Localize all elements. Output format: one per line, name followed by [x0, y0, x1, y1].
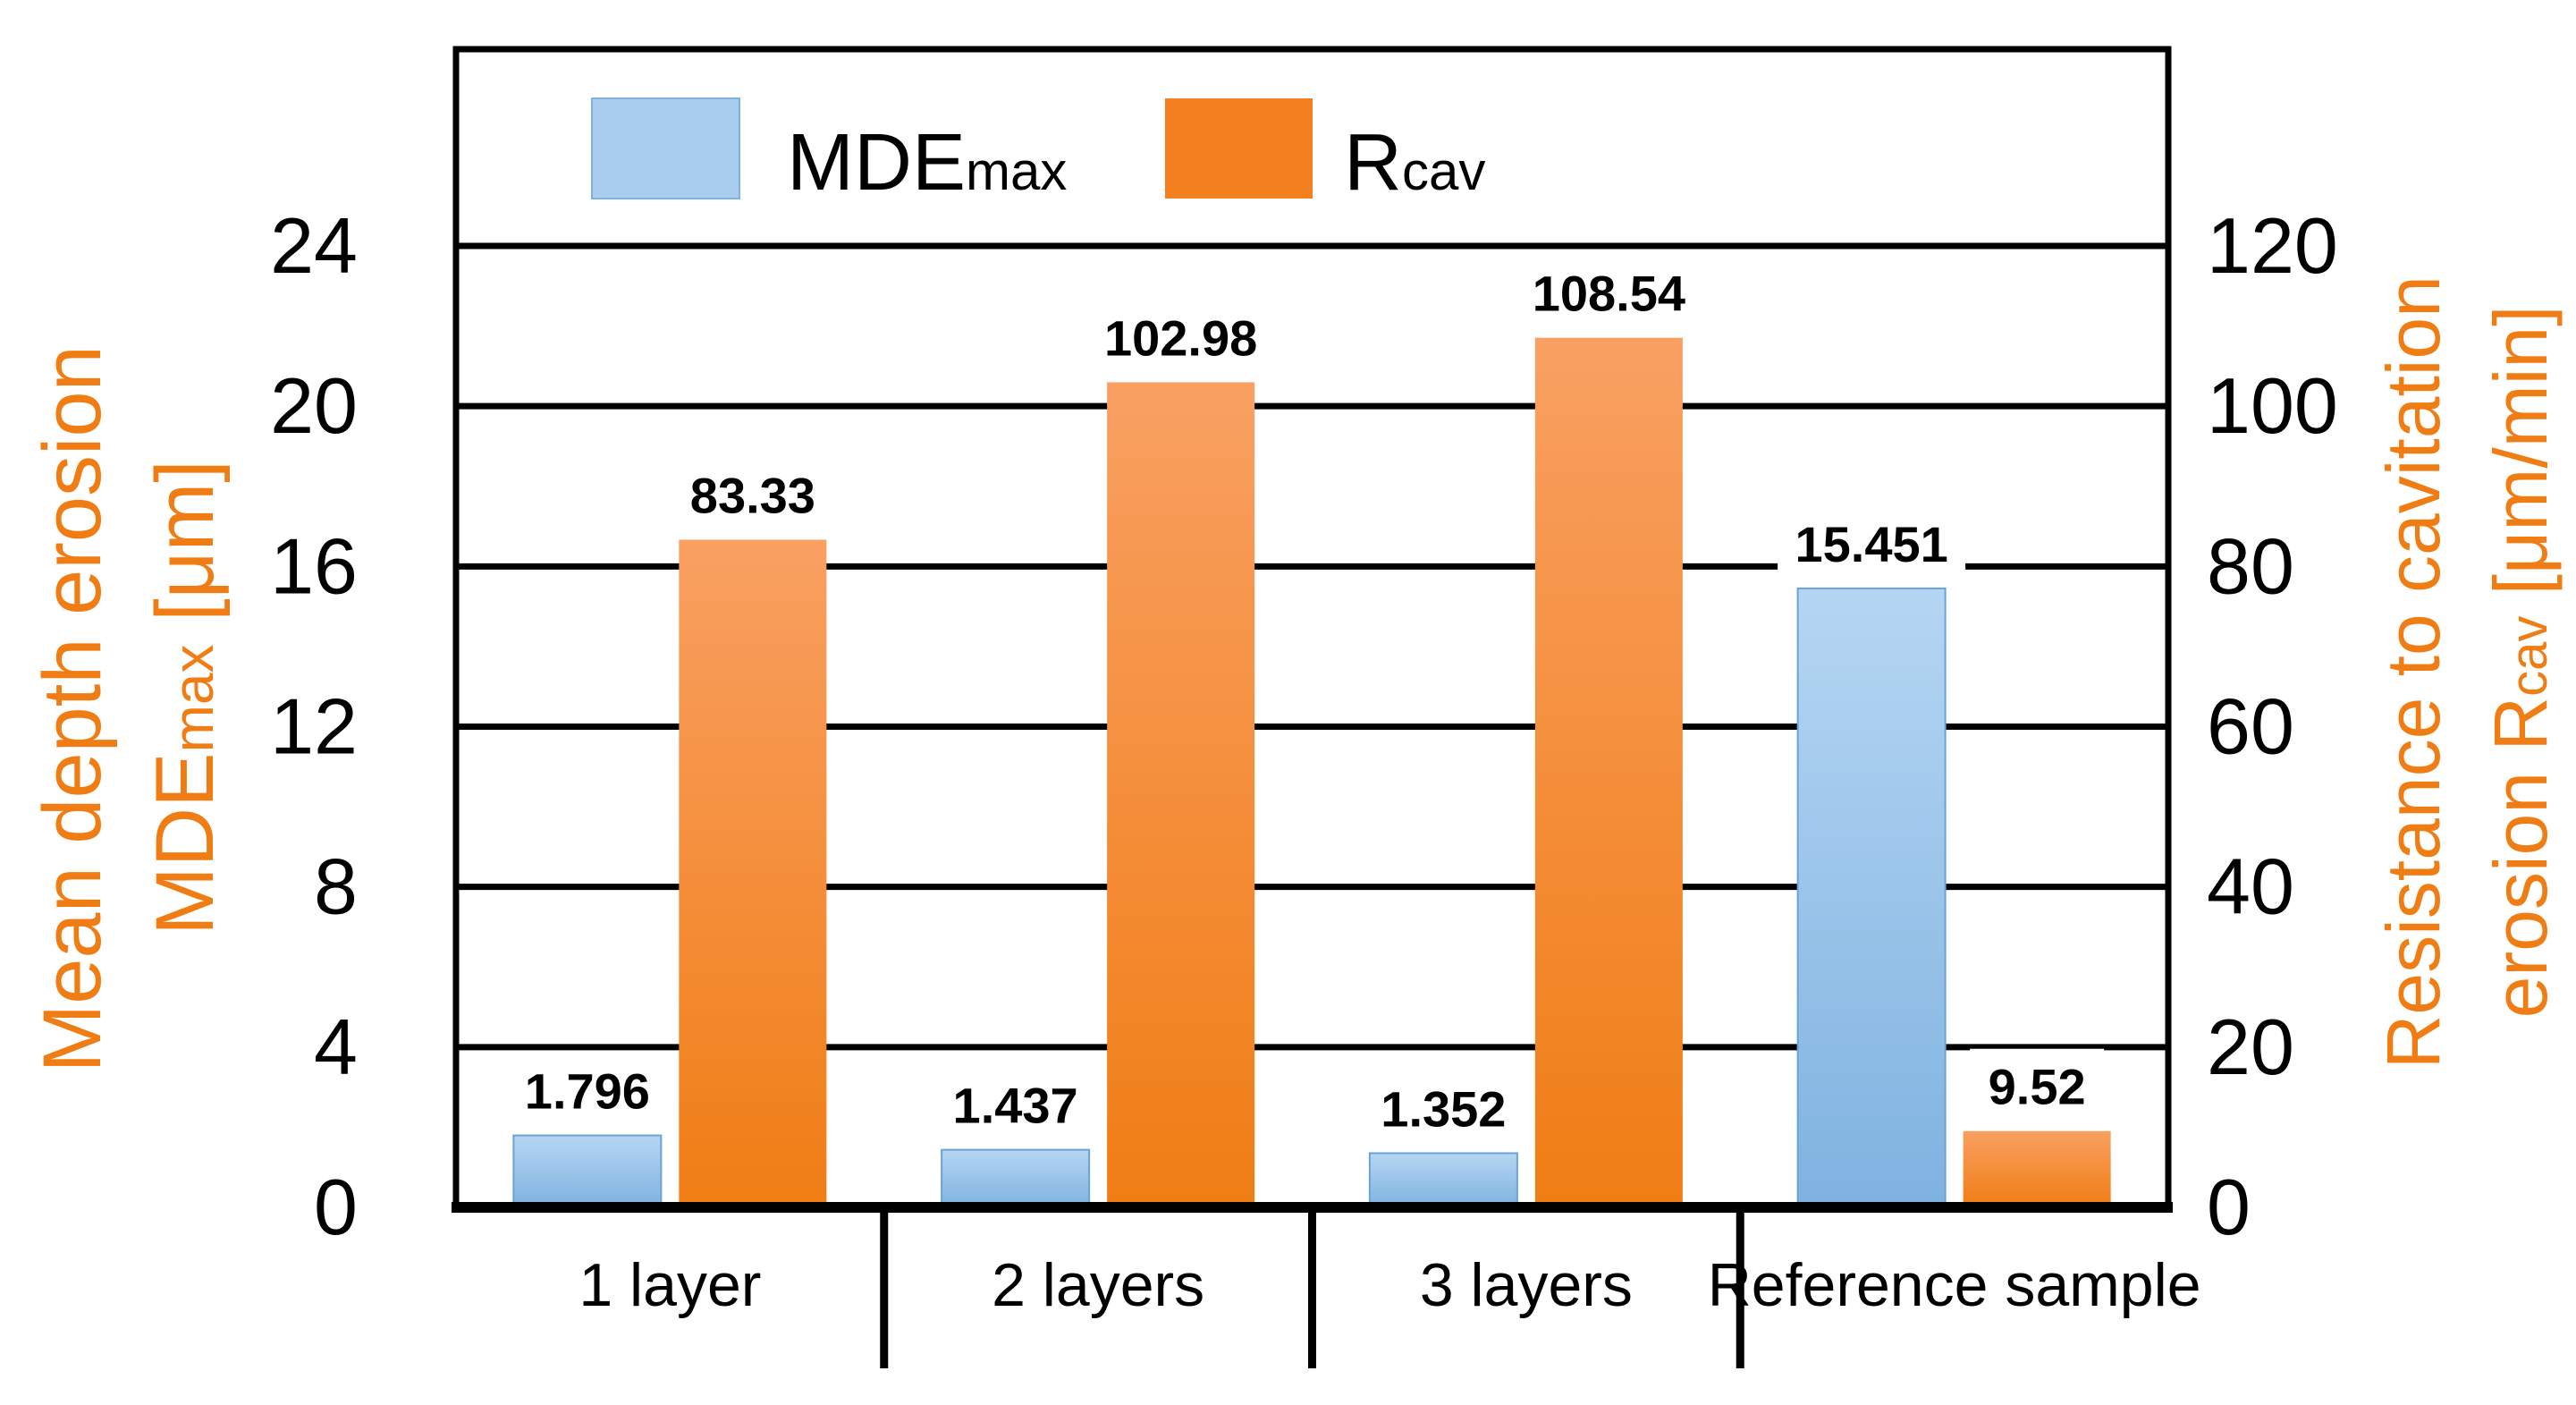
- y-left-axis-title-line2: MDEmax [μm]: [139, 460, 231, 935]
- data-label-rcav-1: 102.98: [1104, 309, 1257, 366]
- bar-mde-1: [941, 1148, 1091, 1209]
- data-label-bg-0-3: [1778, 505, 1966, 574]
- y-left-tick-labels: 0 4 8 12 16 20 24: [270, 201, 358, 1251]
- x-tick-label-1: 2 layers: [992, 1251, 1204, 1319]
- data-label-bg-1-0: [671, 457, 833, 526]
- x-tick-label-2: 3 layers: [1420, 1251, 1633, 1319]
- data-label-bg-1-2: [1515, 255, 1703, 324]
- y-right-tick-0: 0: [2207, 1163, 2251, 1251]
- legend-label-mde: MDEmax: [787, 118, 1067, 207]
- data-label-mde-1: 1.437: [953, 1078, 1078, 1134]
- y-right-tick-1: 20: [2207, 1003, 2294, 1091]
- bar-mde-3: [1796, 587, 1947, 1208]
- y-right-tick-5: 100: [2207, 361, 2338, 450]
- y-right-axis-title-line1: Resistance to cavitation: [2371, 275, 2455, 1069]
- legend-swatch-mde: [591, 97, 740, 199]
- data-label-bg-0-0: [506, 1053, 668, 1121]
- data-label-bg-0-1: [934, 1067, 1096, 1136]
- y-right-tick-6: 120: [2207, 201, 2338, 290]
- legend-label-rcav: Rcav: [1344, 118, 1485, 207]
- bars: [512, 337, 2111, 1209]
- y-left-tick-6: 24: [270, 201, 358, 290]
- y-right-axis-title-line2: erosion Rcav [μm/min]: [2479, 306, 2563, 1019]
- data-labels: 1.796 83.33 1.437 102.98 1.352 108.54 15.451 9.…: [506, 255, 2105, 1139]
- y-left-axis-title: Mean depth erosion MDEmax [μm]: [27, 323, 231, 1073]
- bar-rcav-2: [1534, 337, 1683, 1208]
- data-label-bg-1-3: [1970, 1048, 2105, 1117]
- data-label-mde-3: 15.451: [1795, 516, 1947, 572]
- y-right-axis-title: Resistance to cavitation erosion Rcav [μ…: [2371, 255, 2563, 1069]
- x-tick-labels: 1 layer 2 layers 3 layers Reference sample: [579, 1251, 2200, 1319]
- y-left-tick-4: 16: [270, 521, 358, 610]
- y-left-tick-5: 20: [270, 361, 358, 450]
- data-label-bg-0-2: [1363, 1071, 1524, 1139]
- bar-rcav-3: [1963, 1130, 2111, 1207]
- bar-rcav-1: [1107, 382, 1255, 1207]
- y-right-tick-4: 80: [2207, 521, 2294, 610]
- data-label-rcav-3: 9.52: [1989, 1059, 2086, 1115]
- y-left-tick-2: 8: [314, 842, 358, 931]
- legend: MDEmax Rcav: [591, 97, 1485, 207]
- data-label-bg-1-1: [1086, 300, 1275, 368]
- bar-mde-2: [1368, 1152, 1518, 1208]
- data-label-mde-0: 1.796: [525, 1063, 650, 1120]
- y-left-tick-3: 12: [270, 682, 358, 771]
- data-label-rcav-0: 83.33: [690, 468, 815, 524]
- y-left-tick-1: 4: [314, 1003, 358, 1091]
- legend-swatch-rcav: [1165, 98, 1313, 199]
- data-label-mde-2: 1.352: [1381, 1080, 1506, 1137]
- data-label-rcav-2: 108.54: [1533, 266, 1685, 322]
- category-dividers: [880, 1207, 1744, 1368]
- y-left-axis-title-line1: Mean depth erosion: [27, 345, 118, 1072]
- y-right-tick-2: 40: [2207, 842, 2294, 931]
- y-right-tick-3: 60: [2207, 682, 2294, 771]
- x-tick-label-3: Reference sample: [1708, 1251, 2201, 1319]
- bar-mde-0: [512, 1134, 663, 1209]
- y-right-tick-labels: 0 20 40 60 80 100 120: [2207, 201, 2338, 1251]
- bar-rcav-0: [679, 539, 827, 1207]
- y-left-tick-0: 0: [314, 1163, 358, 1251]
- x-tick-label-0: 1 layer: [579, 1251, 761, 1319]
